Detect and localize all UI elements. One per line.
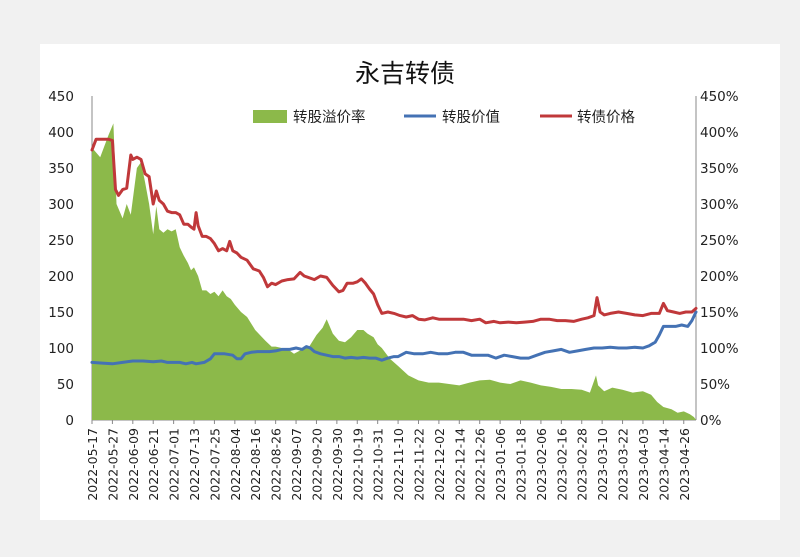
legend-label-premium: 转股溢价率 xyxy=(293,109,366,126)
y-left-tick-label: 100 xyxy=(48,341,74,357)
x-tick-label: 2022-09-20 xyxy=(309,428,324,501)
x-tick-label: 2023-01-06 xyxy=(493,428,508,501)
plot-area xyxy=(90,123,698,421)
series-line-bond-price xyxy=(90,137,698,325)
series-line-conv-value xyxy=(90,310,698,366)
x-tick-label: 2022-08-04 xyxy=(228,428,243,501)
y-left-tick-label: 400 xyxy=(48,125,74,141)
x-tick-label: 2022-09-30 xyxy=(330,428,345,501)
series-area-premium xyxy=(92,123,696,421)
x-tick-label: 2022-05-27 xyxy=(105,428,120,501)
x-tick-label: 2022-10-31 xyxy=(371,428,386,501)
legend: 转股溢价率 转股价值 转债价格 xyxy=(253,109,635,126)
y-right-tick-label: 350% xyxy=(700,161,739,177)
y-right-tick-label: 400% xyxy=(700,125,739,141)
y-axis-right: 0% 50% 100% 150% 200% 250% 300% 350% 400% 450% xyxy=(695,89,739,429)
x-axis: 2022-05-17 2022-05-27 2022-06-09 2022-06-21… xyxy=(85,419,696,501)
x-tick-label: 2023-02-28 xyxy=(575,428,590,501)
y-left-tick-label: 300 xyxy=(48,197,74,213)
x-tick-label: 2022-05-17 xyxy=(85,428,100,501)
x-tick-label: 2022-10-19 xyxy=(350,428,365,501)
x-tick-label: 2022-12-02 xyxy=(432,428,447,501)
chart-title: 永吉转债 xyxy=(355,59,455,88)
y-right-tick-label: 300% xyxy=(700,197,739,213)
x-tick-label: 2023-03-22 xyxy=(616,428,631,501)
x-tick-label: 2023-04-26 xyxy=(677,428,692,501)
x-tick-label: 2022-12-26 xyxy=(473,428,488,501)
legend-label-bond-price: 转债价格 xyxy=(577,109,635,126)
y-right-tick-label: 0% xyxy=(700,413,722,429)
chart-card: 永吉转债 转股溢价率 转股价值 转债价格 0 50 100 150 200 250 300 3… xyxy=(40,44,780,520)
y-right-tick-label: 450% xyxy=(700,89,739,105)
y-left-tick-label: 0 xyxy=(65,413,74,429)
x-tick-label: 2022-08-26 xyxy=(269,428,284,501)
y-right-tick-label: 150% xyxy=(700,305,739,321)
x-tick-label: 2022-11-10 xyxy=(391,428,406,501)
x-tick-label: 2022-06-21 xyxy=(146,428,161,501)
y-left-tick-label: 150 xyxy=(48,305,74,321)
x-tick-label: 2023-01-18 xyxy=(514,428,529,501)
x-tick-label: 2023-02-16 xyxy=(554,428,569,501)
legend-label-conv-value: 转股价值 xyxy=(442,109,500,126)
x-tick-label: 2022-08-16 xyxy=(248,428,263,501)
x-tick-label: 2022-12-14 xyxy=(452,428,467,501)
x-tick-label: 2022-07-25 xyxy=(207,428,222,501)
x-tick-label: 2022-06-09 xyxy=(126,428,141,501)
x-tick-label: 2022-07-13 xyxy=(187,428,202,501)
x-tick-label: 2023-03-10 xyxy=(595,428,610,501)
x-tick-label: 2023-04-14 xyxy=(656,428,671,501)
x-tick-label: 2022-09-07 xyxy=(289,428,304,501)
y-left-tick-label: 250 xyxy=(48,233,74,249)
y-right-tick-label: 250% xyxy=(700,233,739,249)
x-tick-label: 2023-04-03 xyxy=(636,428,651,501)
x-tick-label: 2023-02-06 xyxy=(534,428,549,501)
x-tick-label: 2022-11-22 xyxy=(411,428,426,501)
y-right-tick-label: 200% xyxy=(700,269,739,285)
chart-svg: 永吉转债 转股溢价率 转股价值 转债价格 0 50 100 150 200 250 300 3… xyxy=(48,59,739,501)
x-tick-label: 2022-07-01 xyxy=(167,428,182,501)
y-left-tick-label: 50 xyxy=(57,377,74,393)
y-left-tick-label: 450 xyxy=(48,89,74,105)
y-right-tick-label: 50% xyxy=(700,377,730,393)
y-right-tick-label: 100% xyxy=(700,341,739,357)
y-axis-left: 0 50 100 150 200 250 300 350 400 450 xyxy=(48,89,93,429)
y-left-tick-label: 200 xyxy=(48,269,74,285)
y-left-tick-label: 350 xyxy=(48,161,74,177)
legend-swatch-premium xyxy=(253,110,287,123)
